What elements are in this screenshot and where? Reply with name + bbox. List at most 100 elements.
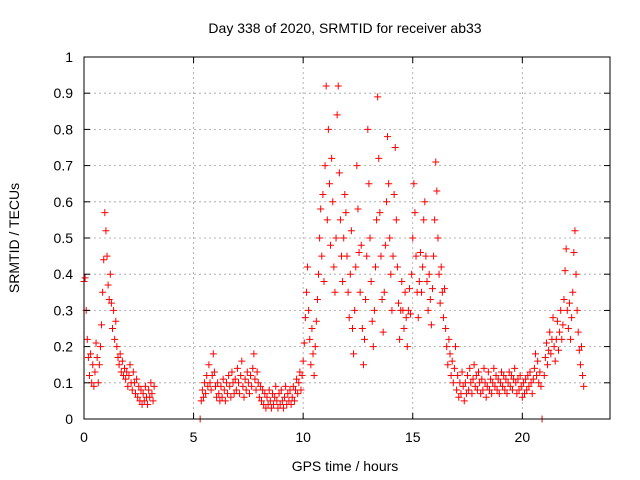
data-point — [369, 343, 377, 351]
data-point — [549, 314, 557, 322]
data-point — [106, 270, 114, 278]
y-tick-label: 0.6 — [54, 194, 74, 210]
data-point — [567, 335, 575, 343]
data-point — [135, 382, 143, 390]
data-point — [325, 180, 333, 188]
data-point — [405, 285, 413, 293]
data-point — [381, 241, 389, 249]
data-point — [426, 296, 434, 304]
data-point — [340, 234, 348, 242]
data-point — [368, 317, 376, 325]
data-point — [427, 321, 435, 329]
data-point — [472, 372, 480, 380]
data-point — [545, 346, 553, 354]
data-point — [254, 379, 262, 387]
data-point — [345, 314, 353, 322]
data-point — [528, 390, 536, 398]
data-point — [315, 270, 323, 278]
data-point — [253, 368, 261, 376]
data-point — [483, 382, 491, 390]
data-point — [391, 144, 399, 151]
data-point — [116, 350, 124, 358]
data-point — [125, 372, 133, 380]
data-point — [471, 382, 479, 390]
data-point — [252, 386, 260, 394]
chart-title: Day 338 of 2020, SRMTID for receiver ab3… — [208, 20, 481, 36]
data-point — [553, 317, 561, 325]
tick-labels: 00.10.20.30.40.50.60.70.80.910 5 10 15 20 — [54, 49, 531, 445]
data-point — [460, 397, 468, 405]
data-point — [317, 205, 325, 213]
data-point — [87, 350, 95, 358]
data-point — [524, 372, 532, 380]
data-point — [458, 368, 466, 376]
data-point — [226, 382, 234, 390]
data-point — [287, 401, 295, 409]
data-point — [85, 372, 93, 380]
data-point — [353, 162, 361, 170]
data-point — [297, 386, 305, 394]
data-point — [92, 339, 100, 347]
data-point — [579, 372, 587, 380]
data-point — [330, 263, 338, 271]
data-point — [436, 299, 444, 307]
data-point — [237, 372, 245, 380]
data-point — [395, 299, 403, 307]
data-point — [346, 270, 354, 278]
data-point — [307, 361, 315, 369]
data-point — [434, 234, 442, 242]
data-point — [268, 390, 276, 398]
data-point — [416, 248, 424, 256]
data-point — [367, 277, 375, 285]
data-point — [282, 382, 290, 390]
y-tick-label: 1 — [65, 49, 73, 65]
data-point — [220, 386, 228, 394]
data-point — [306, 335, 314, 343]
data-point — [382, 198, 390, 206]
data-point — [241, 375, 249, 383]
data-point — [447, 372, 455, 380]
data-point — [445, 335, 453, 343]
data-point — [197, 397, 205, 405]
data-point — [348, 325, 356, 332]
data-point — [354, 205, 362, 213]
data-point — [432, 158, 440, 166]
data-point — [377, 252, 385, 260]
data-point — [134, 393, 142, 401]
data-point — [373, 216, 381, 224]
data-point — [527, 379, 535, 387]
data-point — [385, 180, 393, 188]
data-point — [100, 256, 108, 264]
axis-ticks — [83, 56, 610, 420]
data-point — [84, 353, 92, 361]
data-point — [469, 375, 477, 383]
data-point — [103, 252, 111, 260]
data-point — [491, 382, 499, 390]
data-point — [290, 397, 298, 405]
data-point — [207, 386, 215, 394]
data-point — [508, 386, 516, 394]
data-point — [304, 263, 312, 271]
data-point — [118, 357, 126, 365]
data-point — [374, 93, 382, 101]
data-point — [489, 379, 497, 387]
data-point — [379, 328, 387, 336]
data-point — [233, 364, 241, 372]
data-point — [444, 361, 452, 369]
data-point — [450, 364, 458, 372]
data-point — [352, 263, 360, 271]
data-point — [129, 368, 137, 376]
data-point — [341, 191, 349, 199]
data-point — [227, 393, 235, 401]
data-point — [523, 386, 531, 394]
data-point — [421, 198, 429, 206]
data-point — [329, 198, 337, 206]
data-point — [559, 321, 567, 329]
data-point — [542, 339, 550, 347]
data-point — [318, 252, 326, 260]
data-point — [111, 335, 119, 343]
x-tick-label: 5 — [190, 429, 198, 445]
data-point — [517, 382, 525, 390]
data-point — [205, 361, 213, 369]
data-point — [328, 154, 336, 162]
